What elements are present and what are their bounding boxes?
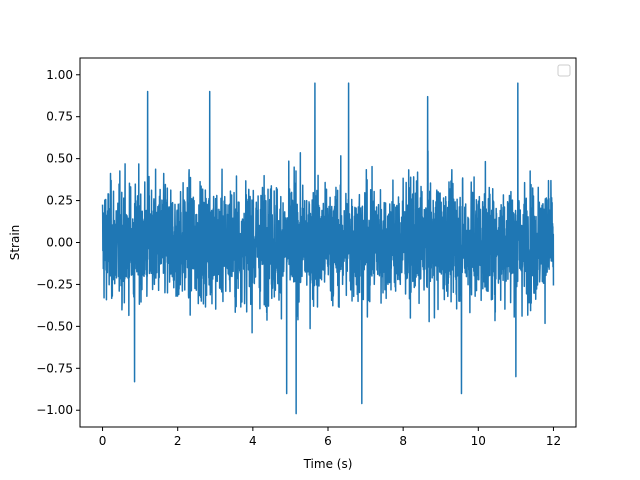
y-tick-label: 1.00 [46, 68, 73, 82]
legend-box [557, 64, 571, 77]
x-tick-label: 4 [249, 434, 257, 448]
y-tick-label: −0.25 [36, 277, 73, 291]
x-tick-label: 6 [324, 434, 332, 448]
y-tick-label: 0.75 [46, 110, 73, 124]
y-tick-label: 0.50 [46, 152, 73, 166]
y-tick-label: −0.50 [36, 319, 73, 333]
y-tick-label: 0.00 [46, 236, 73, 250]
x-tick-label: 12 [546, 434, 561, 448]
series-line-strain [101, 82, 555, 415]
x-tick-label: 8 [399, 434, 407, 448]
y-tick-label: −1.00 [36, 403, 73, 417]
y-axis-label: Strain [8, 225, 22, 261]
x-tick-label: 10 [471, 434, 486, 448]
x-axis-label: Time (s) [303, 457, 353, 471]
y-tick-label: −0.75 [36, 361, 73, 375]
x-tick-label: 2 [174, 434, 182, 448]
x-tick-label: 0 [99, 434, 107, 448]
y-tick-label: 0.25 [46, 194, 73, 208]
